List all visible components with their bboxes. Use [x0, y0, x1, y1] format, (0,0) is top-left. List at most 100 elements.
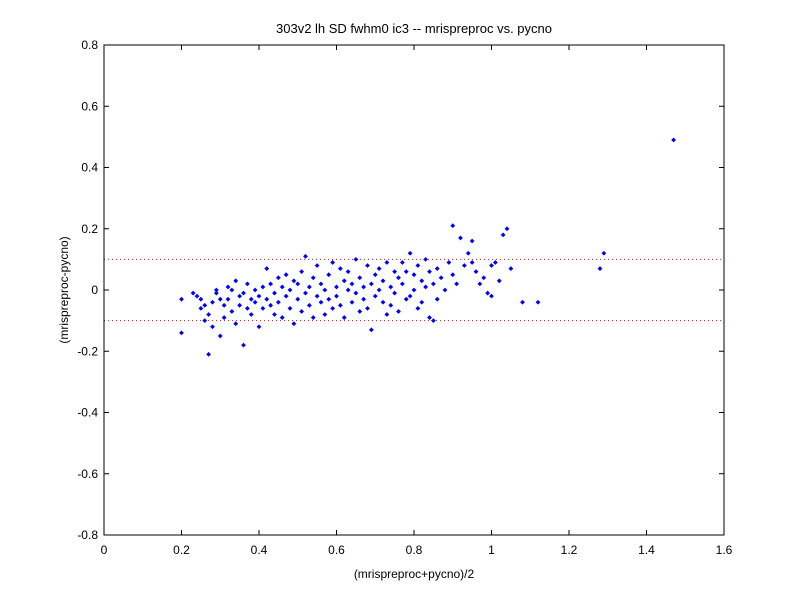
- data-point: [213, 290, 219, 296]
- y-tick-label: -0.8: [77, 528, 98, 542]
- x-axis-ticks: 0 0.2 0.4 0.6 0.8 1 1.2 1.4 1.6: [101, 45, 733, 557]
- data-points: [179, 137, 677, 357]
- data-point: [295, 281, 301, 287]
- data-point: [326, 296, 332, 302]
- data-point: [306, 284, 312, 290]
- data-point: [229, 309, 235, 314]
- data-point: [303, 253, 308, 259]
- data-point: [248, 312, 254, 317]
- data-point: [306, 302, 312, 308]
- data-point: [372, 272, 378, 278]
- data-point: [477, 281, 483, 287]
- data-point: [221, 302, 227, 308]
- data-point: [489, 263, 494, 268]
- x-tick-label: 0.4: [251, 543, 268, 557]
- data-point: [450, 223, 456, 229]
- data-point: [407, 293, 413, 299]
- data-point: [430, 318, 436, 324]
- data-point: [535, 299, 541, 305]
- y-tick-label: 0.8: [81, 38, 98, 52]
- data-point: [334, 293, 339, 299]
- data-point: [272, 312, 277, 317]
- data-point: [264, 266, 270, 271]
- data-point: [299, 309, 305, 314]
- data-point: [268, 281, 274, 287]
- data-point: [241, 342, 246, 348]
- data-point: [314, 293, 320, 299]
- data-point: [337, 302, 343, 308]
- data-point: [303, 290, 308, 296]
- data-point: [473, 269, 479, 275]
- x-tick-label: 1.6: [716, 543, 733, 557]
- data-point: [206, 312, 212, 317]
- x-tick-label: 0.2: [173, 543, 190, 557]
- y-axis-ticks: -0.8 -0.6 -0.4 -0.2 0 0.2 0.4 0.6 0.8: [77, 38, 724, 542]
- data-point: [361, 296, 367, 302]
- data-point: [384, 260, 390, 265]
- data-point: [330, 260, 336, 265]
- data-point: [427, 269, 432, 275]
- data-point: [275, 299, 281, 305]
- data-point: [244, 281, 250, 287]
- data-point: [279, 284, 285, 290]
- data-point: [210, 299, 215, 305]
- data-point: [330, 305, 336, 311]
- data-point: [430, 281, 436, 287]
- data-point: [434, 266, 440, 271]
- data-point: [287, 287, 293, 293]
- data-point: [190, 290, 196, 296]
- data-point: [380, 299, 386, 305]
- data-point: [415, 305, 421, 311]
- data-point: [318, 281, 324, 287]
- data-point: [384, 312, 390, 317]
- data-point: [229, 287, 235, 293]
- data-point: [217, 296, 223, 302]
- data-point: [237, 302, 243, 308]
- data-point: [396, 309, 401, 314]
- y-tick-label: 0.2: [81, 222, 98, 236]
- data-point: [454, 281, 460, 287]
- data-point: [213, 287, 219, 293]
- data-point: [399, 281, 405, 287]
- data-point: [392, 290, 398, 296]
- data-point: [597, 266, 603, 271]
- data-point: [221, 315, 227, 320]
- data-point: [361, 284, 367, 290]
- data-point: [283, 293, 289, 299]
- y-tick-label: 0.6: [81, 99, 98, 113]
- x-axis-label: (mrispreproc+pycno)/2: [354, 567, 475, 581]
- data-point: [465, 250, 471, 256]
- data-point: [601, 250, 607, 256]
- x-tick-label: 0.8: [406, 543, 423, 557]
- data-point: [392, 269, 398, 275]
- data-point: [202, 302, 208, 308]
- data-point: [446, 260, 452, 265]
- data-point: [481, 275, 487, 281]
- data-point: [380, 278, 386, 284]
- data-point: [492, 260, 498, 265]
- data-point: [353, 256, 359, 262]
- data-point: [671, 137, 677, 143]
- data-point: [504, 226, 510, 232]
- data-point: [283, 272, 289, 278]
- data-point: [318, 299, 324, 305]
- data-point: [241, 290, 246, 296]
- data-point: [372, 293, 378, 299]
- data-point: [368, 281, 374, 287]
- data-point: [353, 290, 359, 296]
- reference-lines: [104, 258, 724, 322]
- data-point: [233, 278, 239, 284]
- data-point: [326, 272, 332, 278]
- data-point: [322, 312, 328, 317]
- data-point: [198, 305, 204, 311]
- data-point: [237, 293, 243, 299]
- y-tick-label: 0: [91, 283, 98, 297]
- data-point: [403, 269, 409, 275]
- data-point: [403, 296, 409, 302]
- data-point: [376, 266, 382, 271]
- data-point: [341, 278, 347, 284]
- y-tick-label: -0.4: [77, 406, 98, 420]
- data-point: [179, 296, 184, 302]
